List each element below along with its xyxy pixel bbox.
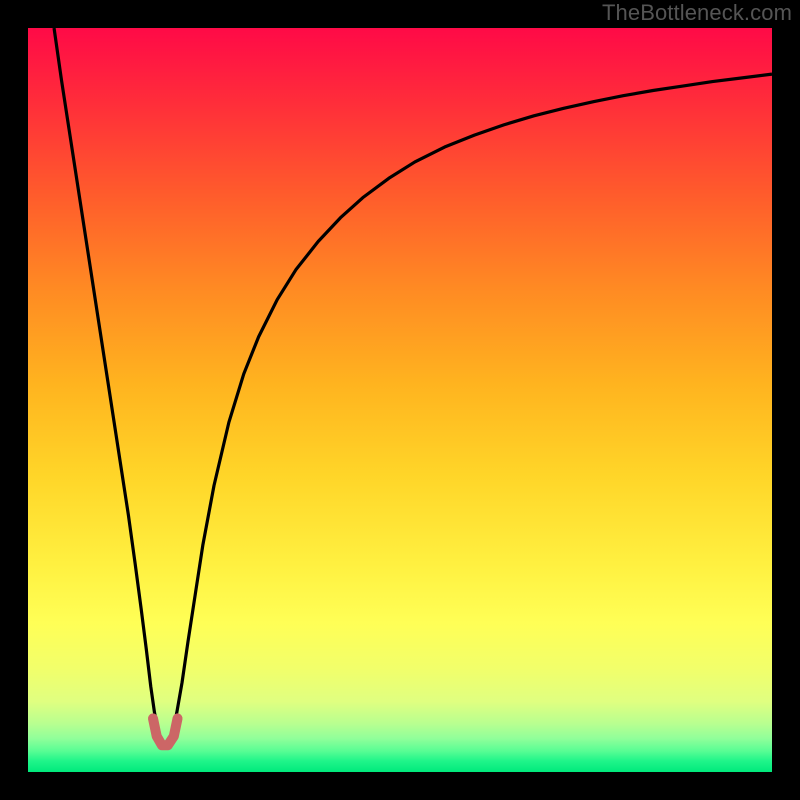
watermark-text: TheBottleneck.com — [602, 0, 792, 26]
plot-background — [28, 28, 772, 772]
chart-frame: TheBottleneck.com — [0, 0, 800, 800]
chart-svg — [0, 0, 800, 800]
